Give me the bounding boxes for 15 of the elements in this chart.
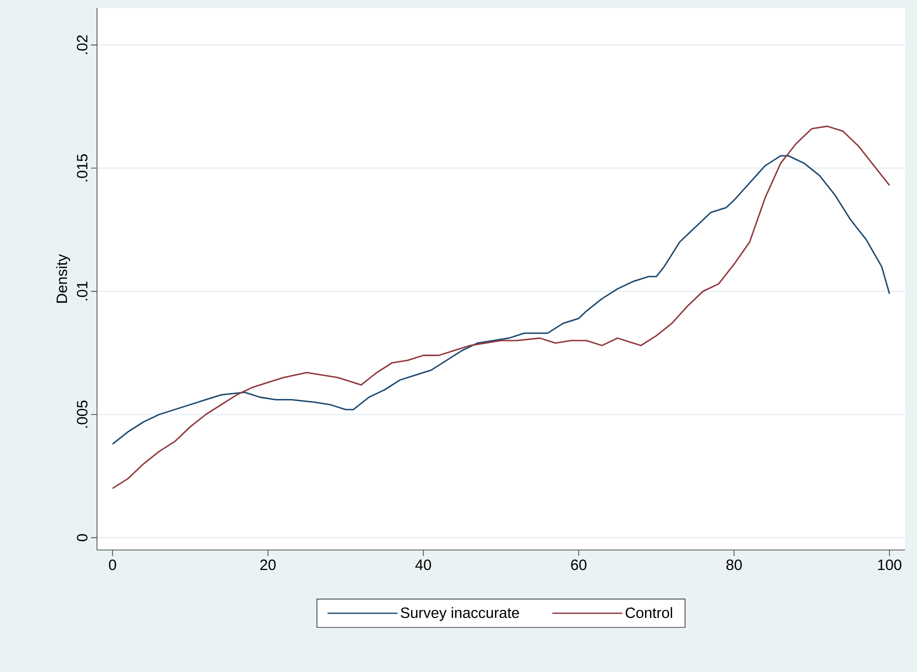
- x-tick-label: 100: [878, 560, 902, 570]
- y-tick-label: .01: [76, 282, 88, 300]
- y-tick-label: 0: [76, 534, 88, 542]
- legend-label: Control: [626, 607, 672, 618]
- x-tick-label: 40: [415, 560, 432, 570]
- y-tick-label: .005: [76, 400, 88, 428]
- x-tick-label: 20: [260, 560, 276, 570]
- line-series: [112, 126, 890, 490]
- x-tick-label: 0: [108, 560, 116, 570]
- x-tick-label: 60: [571, 560, 586, 570]
- y-tick-label: .015: [76, 154, 88, 182]
- y-axis-title: Density: [56, 254, 70, 303]
- legend-label: Survey inaccurate: [400, 607, 520, 621]
- x-tick-label: 80: [726, 560, 742, 570]
- y-tick-label: .02: [76, 35, 88, 54]
